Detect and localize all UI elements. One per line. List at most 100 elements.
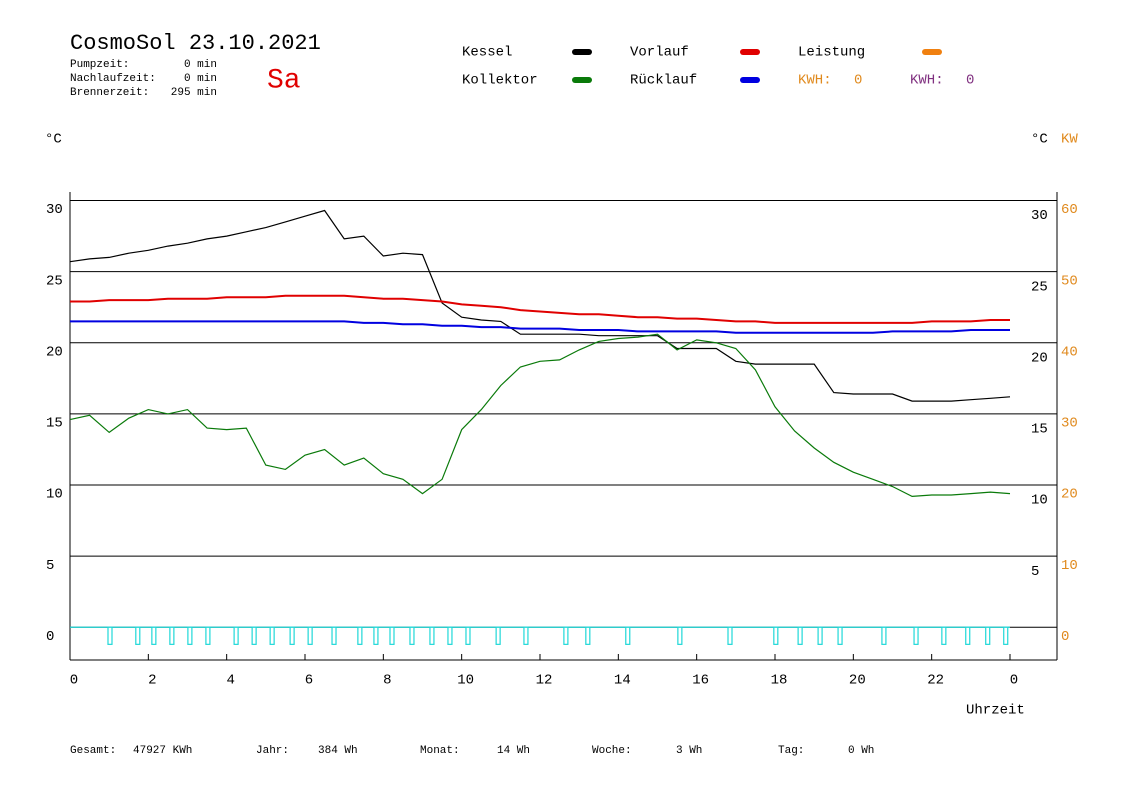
x-tick-label: 2 xyxy=(148,673,156,689)
y2-tick-label: 50 xyxy=(1061,273,1078,289)
y-tick-label: 20 xyxy=(46,344,63,360)
y-tick-label-right: 30 xyxy=(1031,208,1048,224)
x-tick-label: 16 xyxy=(692,673,709,689)
pulse xyxy=(523,626,529,645)
y-tick-label-right: 25 xyxy=(1031,279,1048,295)
pulse xyxy=(389,626,395,645)
legend-label: Kollektor xyxy=(462,73,538,89)
footer-label: Monat: xyxy=(420,745,460,757)
x-tick-label: 8 xyxy=(383,673,391,689)
x-tick-label: 14 xyxy=(614,673,631,689)
legend-swatch xyxy=(740,77,760,83)
legend-label: Kessel xyxy=(462,45,512,61)
pulse xyxy=(331,626,337,645)
x-tick-label: 20 xyxy=(849,673,866,689)
legend-label: Rücklauf xyxy=(630,73,697,89)
footer-label: Tag: xyxy=(778,745,804,757)
x-tick-label: 0 xyxy=(70,673,78,689)
x-axis-label: Uhrzeit xyxy=(966,703,1025,719)
pulse xyxy=(563,626,569,645)
stat-value: 0 min xyxy=(184,73,217,85)
y-tick-label-right: 20 xyxy=(1031,350,1048,366)
y-tick-label: 15 xyxy=(46,416,63,432)
legend-swatch xyxy=(740,49,760,55)
y2-tick-label: 40 xyxy=(1061,344,1078,360)
footer-value: 14 Wh xyxy=(497,745,530,757)
pulse xyxy=(429,626,435,645)
footer-value: 384 Wh xyxy=(318,745,358,757)
pulse xyxy=(677,626,683,645)
stat-value: 0 min xyxy=(184,59,217,71)
pulse xyxy=(187,626,193,645)
legend-label: Leistung xyxy=(798,45,865,61)
pulse xyxy=(465,626,471,645)
y2-unit: KW xyxy=(1061,132,1078,148)
x-tick-label: 6 xyxy=(305,673,313,689)
y-tick-label-right: 5 xyxy=(1031,564,1039,580)
pulse xyxy=(289,626,295,645)
footer-label: Jahr: xyxy=(256,745,289,757)
y-tick-label: 0 xyxy=(46,629,54,645)
y2-tick-label: 10 xyxy=(1061,558,1078,574)
y-tick-label-right: 15 xyxy=(1031,422,1048,438)
pulse xyxy=(837,626,843,645)
y2-tick-label: 30 xyxy=(1061,416,1078,432)
weekday: Sa xyxy=(267,65,301,96)
pulse xyxy=(1003,626,1009,645)
footer-label: Gesamt: xyxy=(70,745,116,757)
pulse xyxy=(941,626,947,645)
y-unit: °C xyxy=(45,132,62,148)
stat-value: 295 min xyxy=(171,87,217,99)
pulse xyxy=(585,626,591,645)
pulse xyxy=(881,626,887,645)
x-tick-label: 18 xyxy=(771,673,788,689)
y-tick-label-right: 10 xyxy=(1031,493,1048,509)
y-unit-right: °C xyxy=(1031,132,1048,148)
legend-swatch xyxy=(922,49,942,55)
y2-tick-label: 60 xyxy=(1061,202,1078,218)
series-line xyxy=(69,333,1011,498)
legend-swatch xyxy=(572,49,592,55)
pulse xyxy=(357,626,363,645)
title: CosmoSol 23.10.2021 xyxy=(70,31,321,56)
pulse xyxy=(625,626,631,645)
pulse xyxy=(269,626,275,645)
pulse xyxy=(495,626,501,645)
series-line xyxy=(69,209,1011,402)
y-tick-label: 5 xyxy=(46,558,54,574)
pulse xyxy=(447,626,453,645)
pulse xyxy=(135,626,141,645)
pulse xyxy=(409,626,415,645)
pulse xyxy=(773,626,779,645)
pulse xyxy=(205,626,211,645)
pulse xyxy=(307,626,313,645)
series-line xyxy=(70,294,1010,324)
kwh-label: KWH: xyxy=(910,73,944,89)
pulse xyxy=(985,626,991,645)
x-tick-label: 0 xyxy=(1010,673,1018,689)
pulse xyxy=(251,626,257,645)
x-tick-label: 4 xyxy=(226,673,234,689)
x-tick-label: 12 xyxy=(536,673,553,689)
kwh-label: KWH: xyxy=(798,73,832,89)
y-tick-label: 30 xyxy=(46,202,63,218)
x-tick-label: 10 xyxy=(457,673,474,689)
pulse xyxy=(169,626,175,645)
legend-label: Vorlauf xyxy=(630,45,689,61)
pulse xyxy=(965,626,971,645)
y2-tick-label: 20 xyxy=(1061,487,1078,503)
footer-value: 47927 KWh xyxy=(133,745,192,757)
legend-swatch xyxy=(572,77,592,83)
footer-value: 0 Wh xyxy=(848,745,874,757)
pulse xyxy=(151,626,157,645)
x-tick-label: 22 xyxy=(927,673,944,689)
kwh-value: 0 xyxy=(854,73,862,89)
series-line xyxy=(70,320,1010,334)
pulse xyxy=(817,626,823,645)
footer-value: 3 Wh xyxy=(676,745,702,757)
kwh-value: 0 xyxy=(966,73,974,89)
pulse xyxy=(727,626,733,645)
stat-label: Pumpzeit: xyxy=(70,59,129,71)
footer-label: Woche: xyxy=(592,745,632,757)
